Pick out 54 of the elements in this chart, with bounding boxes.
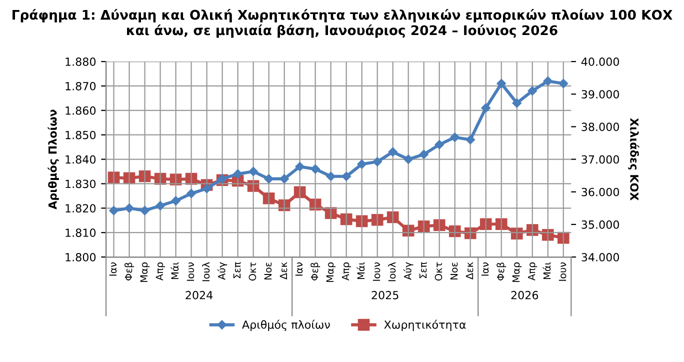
y2-tick-label: 34.000 — [582, 252, 620, 262]
y-tick-label: 1.820 — [66, 204, 96, 213]
x-tick-label: Σεπ — [419, 262, 427, 278]
x-tick-label: Μαρ — [140, 262, 150, 282]
y2-tick-label: 39.000 — [582, 90, 620, 98]
x-tick-label: Δεκ — [280, 262, 288, 280]
text: 2024 — [186, 290, 213, 300]
x-tick-label: Μάι — [170, 262, 179, 280]
x-tick-label: Ιουν — [372, 262, 380, 281]
x-tick-label: Αύγ — [217, 262, 228, 280]
y2-tick-label: 37.000 — [582, 155, 620, 164]
y2-tick-label: 36.000 — [582, 188, 620, 196]
y-tick-label: 1.880 — [66, 58, 96, 66]
chart-title: Γράφημα 1: Δύναμη και Ολική Χωρητικότητα των ελληνικών εμπορικών πλοίων 100 ΚΟΧ και άνω, σε μηνιαία βάση, Ιανουάριος 2024 – Ιούνιος 2026 — [12, 9, 672, 38]
x-tick-label: Απρ — [528, 262, 538, 280]
x-tick-label: Φεβ — [124, 262, 134, 280]
x-tick-label: Μάι — [356, 262, 365, 280]
y-tick-label: 1.800 — [66, 252, 96, 262]
x-tick-label: Ιουν — [558, 262, 566, 281]
x-tick-label: Οκτ — [248, 262, 256, 281]
x-tick-label: Ιαν — [295, 262, 303, 276]
x-tick-label: Απρ — [156, 262, 165, 280]
x-tick-label: Ιαν — [481, 262, 489, 276]
x-tick-label: Ιαν — [109, 262, 117, 276]
x-tick-label: Νοε — [450, 262, 458, 280]
y2-tick-label: 40.000 — [581, 58, 620, 66]
y-tick-label: 1.850 — [66, 130, 96, 140]
x-tick-label: Μάι — [542, 262, 551, 280]
y2-axis-title: Χιλιάδες ΚΟΧ — [628, 118, 640, 200]
y2-tick-label: 35.000 — [582, 220, 620, 229]
y2-tick-label: 38.000 — [582, 122, 620, 132]
x-tick-label: Ιουλ — [388, 262, 396, 282]
x-tick-label: Φεβ — [496, 262, 506, 280]
y-tick-label: 1.840 — [66, 155, 96, 164]
x-tick-label: Ιουν — [186, 262, 194, 281]
y-tick-label: 1.810 — [66, 228, 96, 237]
x-tick-label: Αύγ — [403, 262, 414, 280]
text: 2026 — [511, 290, 538, 300]
x-tick-label: Φεβ — [310, 262, 320, 280]
y-tick-label: 1.870 — [66, 82, 96, 90]
y-tick-label: 1.830 — [66, 180, 96, 188]
y-axis-title: Αριθμός Πλοίων — [48, 110, 59, 210]
x-tick-label: Οκτ — [434, 262, 442, 281]
legend-label: Χωρητικότητα — [384, 320, 466, 331]
x-tick-label: Απρ — [342, 262, 352, 280]
x-tick-label: Δεκ — [466, 262, 474, 280]
x-tick-label: Ιουλ — [202, 262, 210, 282]
text: 2025 — [372, 290, 398, 300]
y-tick-label: 1.860 — [66, 106, 96, 115]
x-tick-label: Μαρ — [326, 262, 336, 282]
x-tick-label: Νοε — [264, 262, 272, 280]
x-tick-label: Σεπ — [233, 262, 241, 278]
x-tick-label: Μαρ — [512, 262, 522, 282]
legend-label: Αριθμός πλοίων — [242, 320, 330, 332]
